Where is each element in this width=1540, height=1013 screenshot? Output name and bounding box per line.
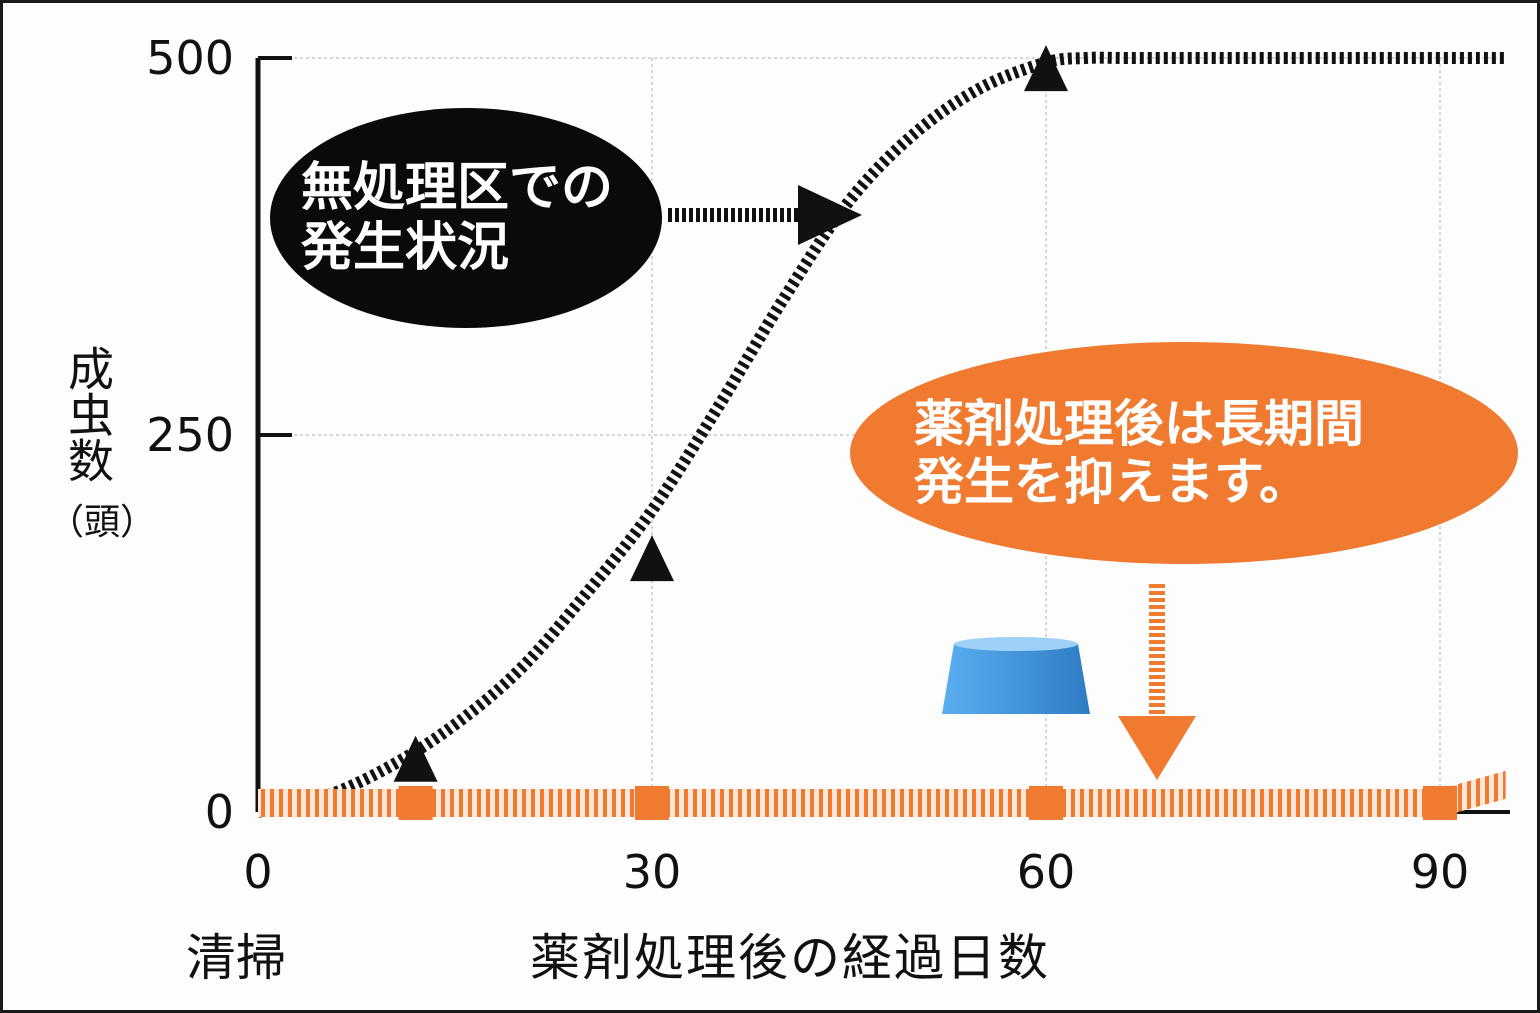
series-treated-marker (1029, 786, 1063, 820)
x-tick-label: 30 (623, 845, 682, 899)
x-tick-label: 0 (243, 845, 272, 899)
series-treated-marker (399, 786, 433, 820)
x-axis-start-label: 清掃 (186, 918, 286, 990)
y-axis-title: 成虫数 (57, 345, 119, 483)
untreated-callout-line1: 無処理区での (301, 158, 631, 218)
series-treated-band (258, 771, 1506, 817)
untreated-callout-line2: 発生状況 (301, 218, 631, 278)
untreated-callout-arrow-head (798, 185, 862, 245)
series-untreated-marker (630, 535, 674, 581)
series-treated-marker (635, 786, 669, 820)
y-tick-label: 500 (146, 31, 234, 85)
x-tick-label: 60 (1017, 845, 1076, 899)
y-tick-label: 0 (205, 785, 234, 839)
y-tick-label: 250 (146, 408, 234, 462)
treated-callout-line1: 薬剤処理後は長期間 (914, 395, 1454, 453)
x-axis-label: 薬剤処理後の経過日数 (530, 918, 1050, 990)
untreated-callout: 無処理区での 発生状況 (270, 108, 662, 328)
x-tick-label: 90 (1411, 845, 1470, 899)
series-treated-marker (1423, 786, 1457, 820)
treated-callout-arrow-head (1118, 716, 1196, 780)
bait-cup-icon (940, 636, 1092, 718)
treated-callout-line2: 発生を抑えます。 (914, 453, 1454, 511)
y-axis-label: 成虫数 （頭） (48, 345, 128, 548)
y-axis-unit: （頭） (48, 498, 128, 548)
treated-callout: 薬剤処理後は長期間 発生を抑えます。 (850, 342, 1518, 564)
